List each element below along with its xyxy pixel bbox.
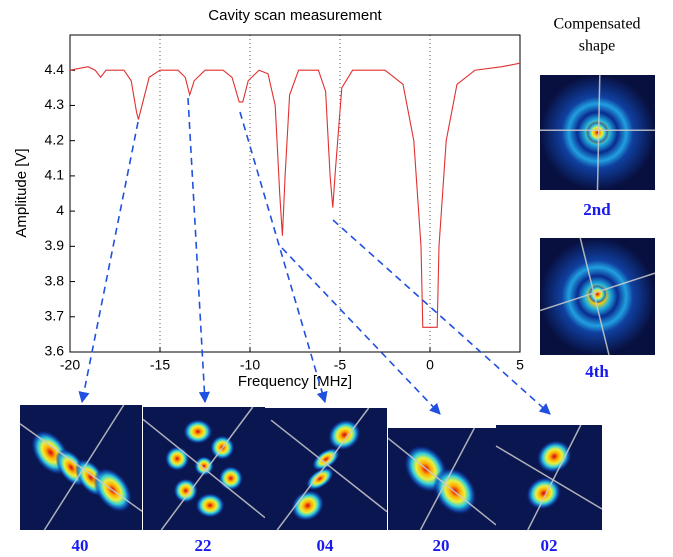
lobe [526,476,562,510]
mode-image [142,406,266,531]
guide-line [527,424,582,531]
guide-line [43,404,125,531]
lobe [586,121,609,144]
guide-line [142,418,266,519]
y-tick-label: 3.8 [45,272,65,288]
mode-label: 02 [541,536,558,555]
compensated-title: Compensated [553,16,640,33]
mode-image [539,237,656,356]
lobe [194,456,214,476]
x-tick-label: -5 [334,357,347,373]
plot-area: -20 -15 -10 -5 0 5 3.6 3.7 3.8 3.9 4 4.1 4.2 4.3 4.4 [45,34,524,373]
y-tick-label: 3.7 [45,307,65,323]
mode-image [387,427,497,531]
axes-frame [69,34,521,353]
mode-image [540,74,655,191]
x-axis-label: Frequency [MHz] [238,373,352,390]
lobe [306,467,334,491]
mode-label: 22 [195,536,212,555]
x-tick-label: -15 [150,357,170,373]
y-tick-label: 4.3 [45,96,65,112]
mode-label: 04 [317,536,335,555]
lobe [327,419,361,451]
arrow [281,247,441,415]
guide-line [419,427,476,531]
arrow [78,121,139,404]
lobe [195,493,225,518]
mode-image [265,407,388,531]
y-tick-label: 4.1 [45,167,65,183]
guide-line [539,272,656,312]
x-tick-label: -20 [60,357,80,373]
guide-line [276,407,370,531]
y-tick-label: 4.4 [45,61,65,77]
y-tick-label: 3.9 [45,237,65,253]
lobe [536,440,572,473]
lobe [173,478,198,503]
compensated-title: shape [579,38,615,55]
arrow [187,97,211,404]
lobe [291,490,325,522]
arrows [78,97,551,415]
lobe [312,447,340,471]
mode-image [495,424,603,531]
guide-line [387,437,497,526]
guide-line [19,423,143,512]
lobe [164,446,190,471]
arrow [239,111,328,404]
lobe [183,419,213,444]
mode-label: 40 [72,536,89,555]
guide-line [596,74,601,191]
guide-line [160,406,254,531]
guide-line [270,419,388,513]
guide-line [579,237,610,356]
order-label: 2nd [583,200,611,219]
y-tick-label: 3.6 [45,343,65,359]
x-tick-label: 5 [516,357,524,373]
mode-image [19,404,143,531]
trace-line [69,62,521,328]
x-tick-label: 0 [426,357,434,373]
mode-label: 20 [433,536,450,555]
lobe [218,466,244,491]
y-tick-label: 4.2 [45,131,65,147]
x-tick-label: -10 [240,357,260,373]
guide-line [495,445,603,510]
chart-title: Cavity scan measurement [208,7,382,24]
arrow [332,219,551,415]
order-label: 4th [585,362,609,381]
y-tick-label: 4 [56,202,64,218]
y-axis-label: Amplitude [V] [13,148,30,237]
